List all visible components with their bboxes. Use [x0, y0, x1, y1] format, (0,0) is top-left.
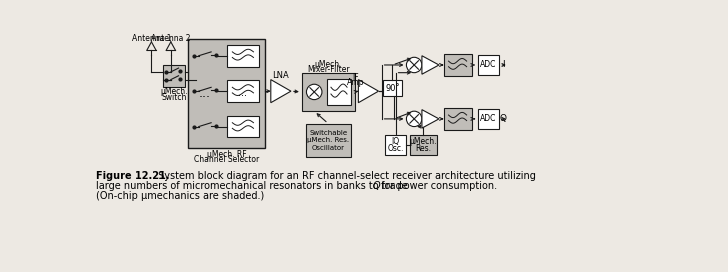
Text: IQ: IQ — [392, 137, 400, 147]
Text: System block diagram for an RF channel-select receiver architecture utilizing: System block diagram for an RF channel-s… — [154, 171, 535, 181]
Text: Q: Q — [500, 115, 507, 123]
Text: Q: Q — [372, 181, 380, 191]
Text: ...: ... — [199, 87, 211, 100]
Bar — [226, 81, 259, 102]
Text: Figure 12.21.: Figure 12.21. — [96, 171, 170, 181]
Circle shape — [306, 84, 322, 100]
Text: ADC: ADC — [480, 60, 496, 69]
Text: LNA: LNA — [272, 71, 289, 80]
Text: Switchable: Switchable — [309, 130, 347, 136]
Text: Oscillator: Oscillator — [312, 145, 344, 151]
Text: Channel Selector: Channel Selector — [194, 155, 259, 164]
Text: 90˚: 90˚ — [385, 84, 400, 92]
Text: μMech. RF: μMech. RF — [207, 150, 247, 159]
Text: μMech.: μMech. — [314, 60, 342, 69]
Text: Switch: Switch — [161, 93, 186, 102]
Text: Mixer-Filter: Mixer-Filter — [306, 65, 349, 74]
Polygon shape — [271, 80, 291, 103]
Text: μMech.: μMech. — [160, 87, 188, 97]
Text: ...: ... — [238, 88, 248, 98]
Bar — [306, 123, 351, 157]
Polygon shape — [422, 110, 439, 128]
Bar — [384, 135, 406, 155]
Polygon shape — [358, 80, 379, 103]
Text: μMech.: μMech. — [410, 137, 438, 147]
Bar — [163, 65, 185, 86]
Bar — [226, 45, 259, 67]
Text: I: I — [502, 60, 505, 69]
Bar — [383, 81, 402, 96]
Text: IF: IF — [352, 73, 359, 82]
Bar — [302, 73, 355, 111]
Bar — [188, 39, 266, 148]
Bar — [410, 135, 438, 155]
Text: Antenna 2: Antenna 2 — [151, 33, 191, 42]
Text: ADC: ADC — [480, 115, 496, 123]
Text: (On-chip μmechanics are shaded.): (On-chip μmechanics are shaded.) — [96, 191, 265, 201]
Circle shape — [406, 57, 422, 73]
Bar — [443, 54, 472, 76]
Bar — [226, 116, 259, 137]
Text: Antenna 1: Antenna 1 — [132, 33, 171, 42]
Bar — [478, 109, 499, 129]
Bar — [478, 55, 499, 75]
Text: Res.: Res. — [416, 144, 432, 153]
Bar — [327, 79, 352, 105]
Text: for power consumption.: for power consumption. — [378, 181, 497, 191]
Bar — [443, 108, 472, 130]
Text: Osc.: Osc. — [387, 144, 404, 153]
Text: large numbers of micromechanical resonators in banks to trade: large numbers of micromechanical resonat… — [96, 181, 411, 191]
Polygon shape — [422, 56, 439, 74]
Text: Amp: Amp — [347, 78, 364, 87]
Circle shape — [406, 111, 422, 126]
Text: μMech. Res.: μMech. Res. — [307, 137, 349, 143]
